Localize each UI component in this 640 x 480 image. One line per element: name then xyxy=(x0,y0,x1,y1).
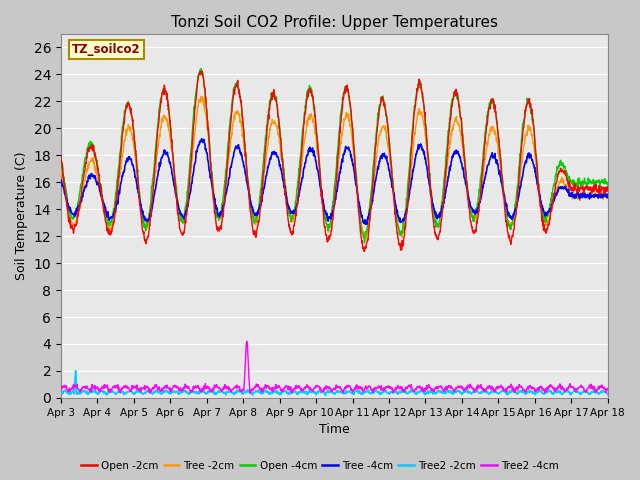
X-axis label: Time: Time xyxy=(319,423,349,436)
Y-axis label: Soil Temperature (C): Soil Temperature (C) xyxy=(15,152,28,280)
Title: Tonzi Soil CO2 Profile: Upper Temperatures: Tonzi Soil CO2 Profile: Upper Temperatur… xyxy=(171,15,498,30)
Legend: Open -2cm, Tree -2cm, Open -4cm, Tree -4cm, Tree2 -2cm, Tree2 -4cm: Open -2cm, Tree -2cm, Open -4cm, Tree -4… xyxy=(77,456,563,475)
Text: TZ_soilco2: TZ_soilco2 xyxy=(72,43,141,56)
